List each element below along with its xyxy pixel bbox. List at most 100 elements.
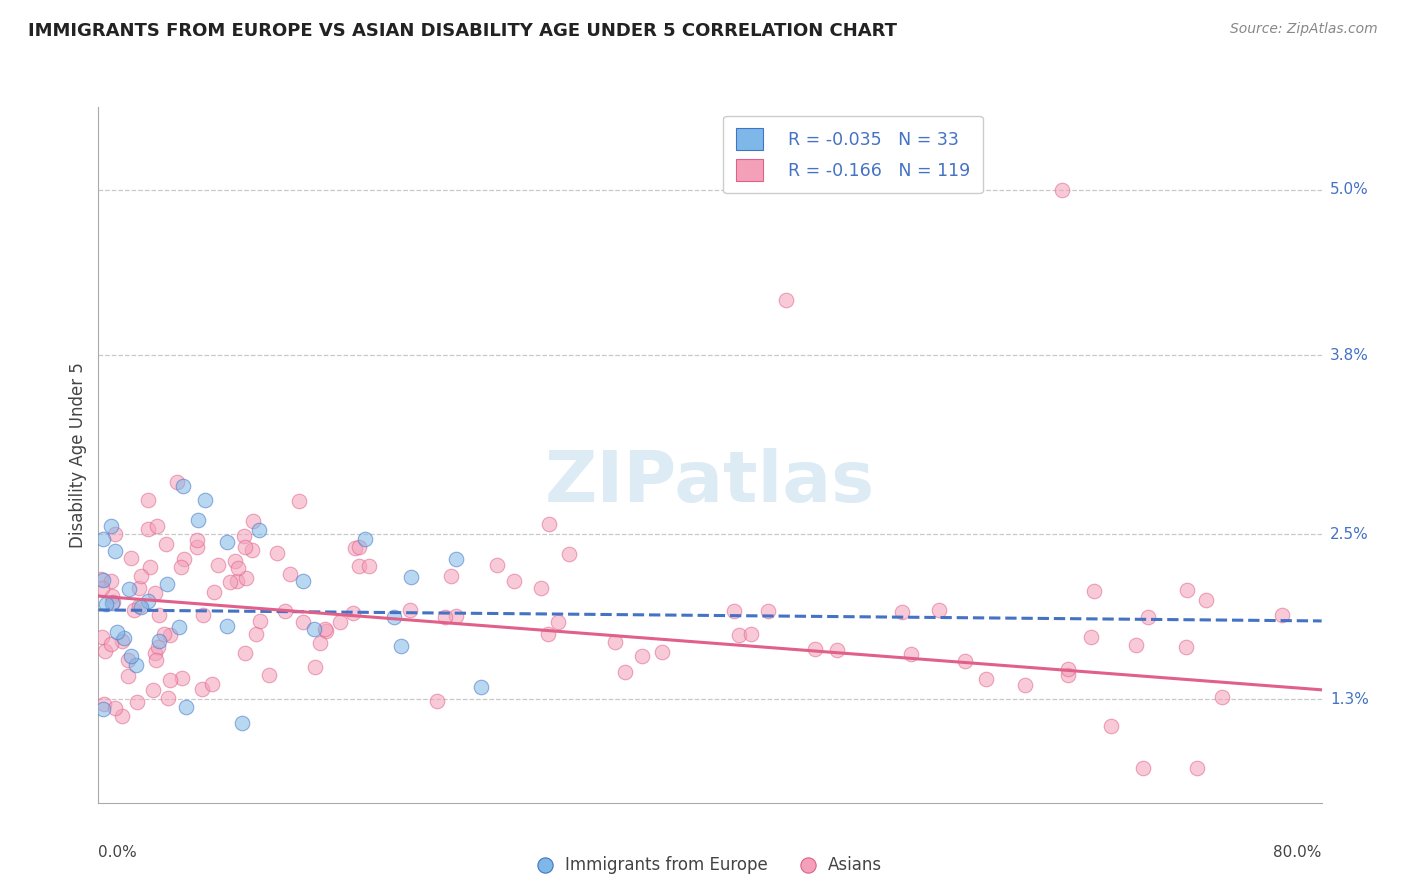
Point xyxy=(128,599,150,614)
Point xyxy=(218,575,240,590)
Point xyxy=(157,690,180,705)
Point xyxy=(172,671,194,685)
Point xyxy=(94,644,117,658)
Point xyxy=(174,699,197,714)
Point xyxy=(433,610,456,624)
Point xyxy=(347,558,370,573)
Point xyxy=(117,669,139,683)
Point xyxy=(342,607,364,621)
Point xyxy=(631,649,654,664)
Point xyxy=(775,293,797,307)
Point xyxy=(398,603,420,617)
Point xyxy=(104,700,127,714)
Point xyxy=(120,550,142,565)
Point xyxy=(100,519,122,533)
Point xyxy=(146,640,169,654)
Point xyxy=(266,546,288,560)
Point xyxy=(235,571,257,585)
Point xyxy=(245,627,267,641)
Point xyxy=(470,680,492,694)
Point xyxy=(117,653,139,667)
Point xyxy=(111,709,134,723)
Point xyxy=(94,597,117,611)
Point xyxy=(278,567,301,582)
Point xyxy=(136,493,159,508)
Point xyxy=(804,641,827,656)
Point xyxy=(100,574,122,588)
Text: 2.5%: 2.5% xyxy=(1330,526,1368,541)
Point xyxy=(756,604,779,618)
Point xyxy=(890,606,912,620)
Point xyxy=(169,620,191,634)
Point xyxy=(191,608,214,623)
Point xyxy=(974,672,997,686)
Point xyxy=(349,540,371,554)
Point xyxy=(190,682,212,697)
Point xyxy=(1056,662,1078,676)
Point xyxy=(444,552,467,566)
Point xyxy=(224,554,246,568)
Point xyxy=(124,602,146,616)
Point xyxy=(287,494,309,508)
Point xyxy=(240,543,263,558)
Point xyxy=(302,623,325,637)
Point xyxy=(105,625,128,640)
Point xyxy=(900,647,922,661)
Point xyxy=(530,581,553,595)
Text: 0.0%: 0.0% xyxy=(98,845,138,860)
Point xyxy=(93,697,115,711)
Point xyxy=(129,600,152,615)
Point xyxy=(928,602,950,616)
Text: 3.8%: 3.8% xyxy=(1330,348,1369,362)
Point xyxy=(226,561,249,575)
Point xyxy=(125,695,148,709)
Point xyxy=(215,534,238,549)
Point xyxy=(242,515,264,529)
Legend: Immigrants from Europe, Asians: Immigrants from Europe, Asians xyxy=(538,856,882,874)
Point xyxy=(159,673,181,687)
Point xyxy=(111,634,134,648)
Text: 80.0%: 80.0% xyxy=(1274,845,1322,860)
Point xyxy=(153,627,176,641)
Point xyxy=(101,595,124,609)
Point xyxy=(186,540,208,554)
Point xyxy=(1125,638,1147,652)
Point xyxy=(138,522,160,536)
Point xyxy=(146,519,169,533)
Point xyxy=(1050,183,1073,197)
Point xyxy=(129,569,152,583)
Point xyxy=(537,627,560,641)
Point xyxy=(145,586,167,600)
Point xyxy=(173,552,195,566)
Point xyxy=(172,479,194,493)
Text: ZIPatlas: ZIPatlas xyxy=(546,449,875,517)
Point xyxy=(444,609,467,624)
Point xyxy=(547,615,569,629)
Point xyxy=(291,574,314,588)
Point xyxy=(827,643,849,657)
Point xyxy=(274,604,297,618)
Point xyxy=(1132,761,1154,775)
Point xyxy=(538,516,561,531)
Point xyxy=(401,570,423,584)
Point xyxy=(344,541,367,555)
Point xyxy=(1175,583,1198,598)
Point xyxy=(120,649,142,664)
Point xyxy=(309,636,332,650)
Point xyxy=(233,528,256,542)
Point xyxy=(304,660,326,674)
Point xyxy=(90,572,112,586)
Point xyxy=(389,640,412,654)
Point xyxy=(314,622,336,636)
Point xyxy=(91,630,114,644)
Point xyxy=(138,560,160,574)
Point xyxy=(1136,609,1159,624)
Point xyxy=(257,667,280,681)
Point xyxy=(101,596,124,610)
Point xyxy=(90,581,112,595)
Point xyxy=(148,607,170,622)
Point xyxy=(727,628,749,642)
Point xyxy=(194,492,217,507)
Point xyxy=(723,604,745,618)
Point xyxy=(166,475,188,489)
